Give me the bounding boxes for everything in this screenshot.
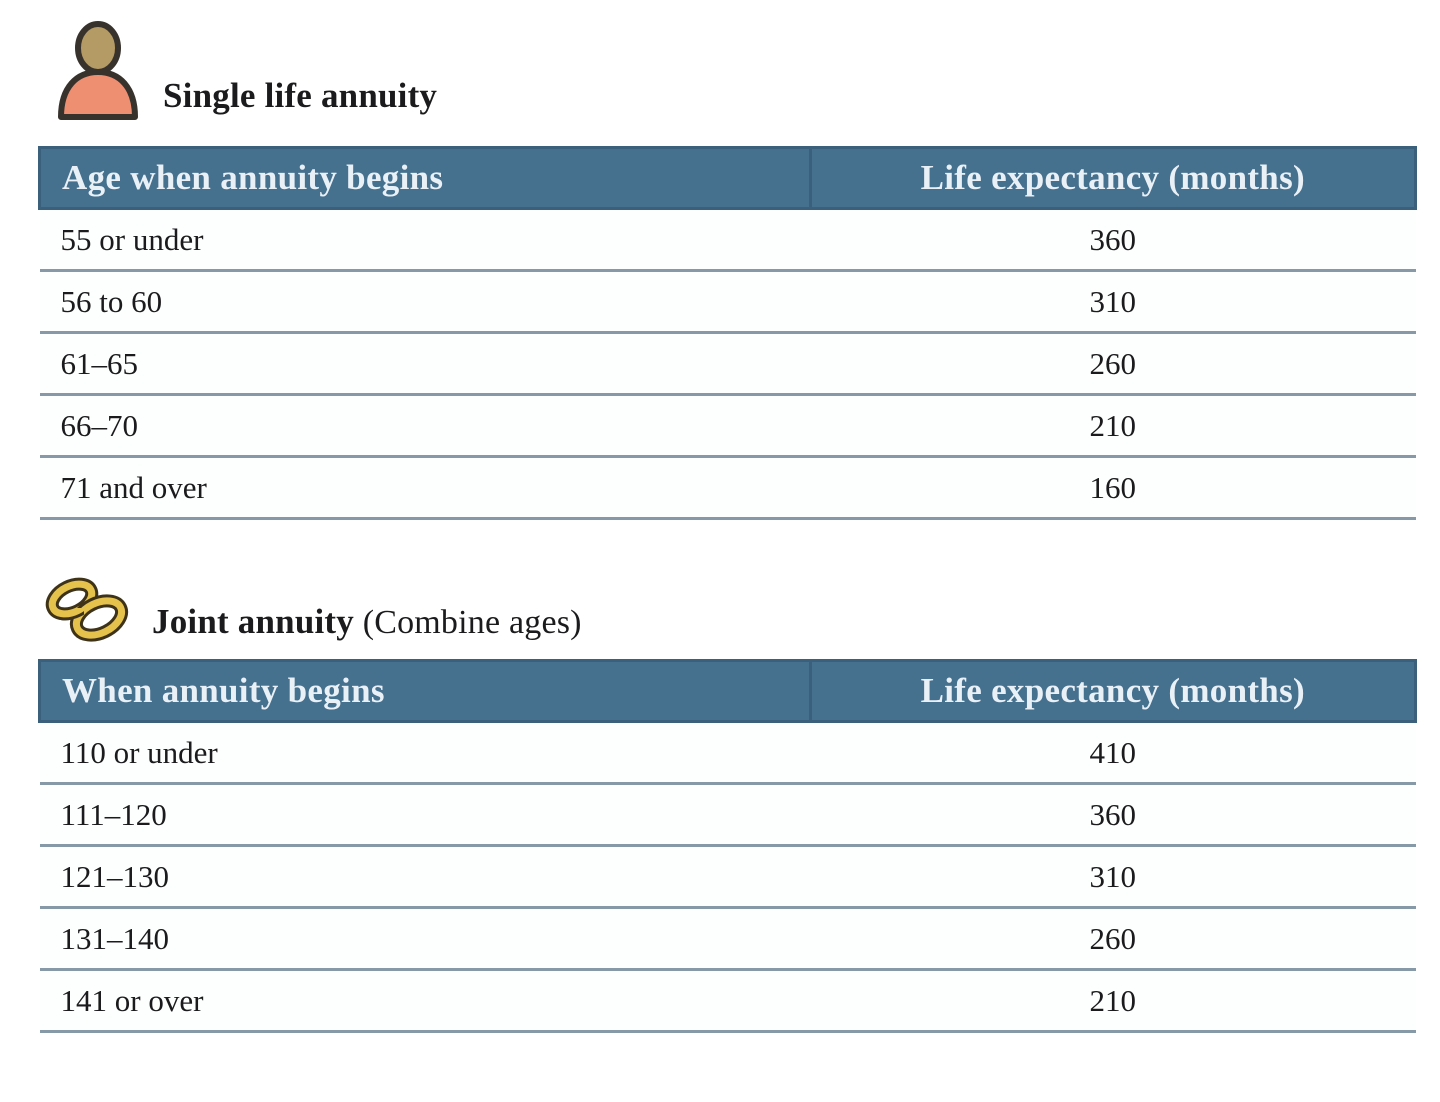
- life-expectancy-cell: 260: [810, 907, 1416, 971]
- table-row: 111–120 360: [39, 783, 1416, 847]
- single-section-header: Single life annuity: [55, 20, 1440, 120]
- age-range-cell: 71 and over: [39, 456, 811, 520]
- table-row: 61–65 260: [39, 332, 1416, 396]
- life-expectancy-cell: 210: [810, 394, 1416, 458]
- joint-annuity-section: Joint annuity (Combine ages) When annuity…: [0, 574, 1440, 1033]
- section-title: Single life annuity: [163, 76, 437, 120]
- table-row: 66–70 210: [39, 394, 1416, 458]
- column-header-age: Age when annuity begins: [38, 146, 812, 210]
- person-icon: [55, 20, 141, 120]
- age-range-cell: 56 to 60: [39, 270, 811, 334]
- age-range-cell: 121–130: [39, 845, 811, 909]
- life-expectancy-cell: 260: [810, 332, 1416, 396]
- joint-section-header: Joint annuity (Combine ages): [42, 574, 1440, 646]
- section-title: Joint annuity (Combine ages): [152, 602, 582, 646]
- life-expectancy-cell: 310: [810, 270, 1416, 334]
- column-header-when: When annuity begins: [38, 659, 812, 723]
- table-row: 141 or over 210: [39, 969, 1416, 1033]
- life-expectancy-cell: 410: [810, 721, 1416, 785]
- section-title-text: Single life annuity: [163, 76, 438, 115]
- table-row: 56 to 60 310: [39, 270, 1416, 334]
- life-expectancy-cell: 360: [810, 783, 1416, 847]
- age-range-cell: 110 or under: [39, 721, 811, 785]
- age-range-cell: 111–120: [39, 783, 811, 847]
- table-header-row: When annuity begins Life expectancy (mon…: [38, 659, 1418, 723]
- table-row: 71 and over 160: [39, 456, 1416, 520]
- life-expectancy-cell: 360: [810, 208, 1416, 272]
- age-range-cell: 55 or under: [39, 208, 811, 272]
- single-life-annuity-section: Single life annuity Age when annuity beg…: [0, 20, 1440, 520]
- section-title-note: (Combine ages): [362, 604, 582, 641]
- life-expectancy-cell: 160: [810, 456, 1416, 520]
- column-header-life-expectancy: Life expectancy (months): [808, 659, 1418, 723]
- section-title-text: Joint annuity: [152, 602, 354, 641]
- single-life-annuity-table: Age when annuity begins Life expectancy …: [38, 146, 1418, 520]
- life-expectancy-cell: 210: [810, 969, 1416, 1033]
- column-header-life-expectancy: Life expectancy (months): [808, 146, 1418, 210]
- table-row: 131–140 260: [39, 907, 1416, 971]
- age-range-cell: 66–70: [39, 394, 811, 458]
- age-range-cell: 131–140: [39, 907, 811, 971]
- rings-icon: [42, 574, 134, 646]
- joint-annuity-table: When annuity begins Life expectancy (mon…: [38, 659, 1418, 1033]
- table-row: 55 or under 360: [39, 208, 1416, 272]
- age-range-cell: 61–65: [39, 332, 811, 396]
- age-range-cell: 141 or over: [39, 969, 811, 1033]
- table-row: 110 or under 410: [39, 721, 1416, 785]
- table-row: 121–130 310: [39, 845, 1416, 909]
- table-header-row: Age when annuity begins Life expectancy …: [38, 146, 1418, 210]
- life-expectancy-cell: 310: [810, 845, 1416, 909]
